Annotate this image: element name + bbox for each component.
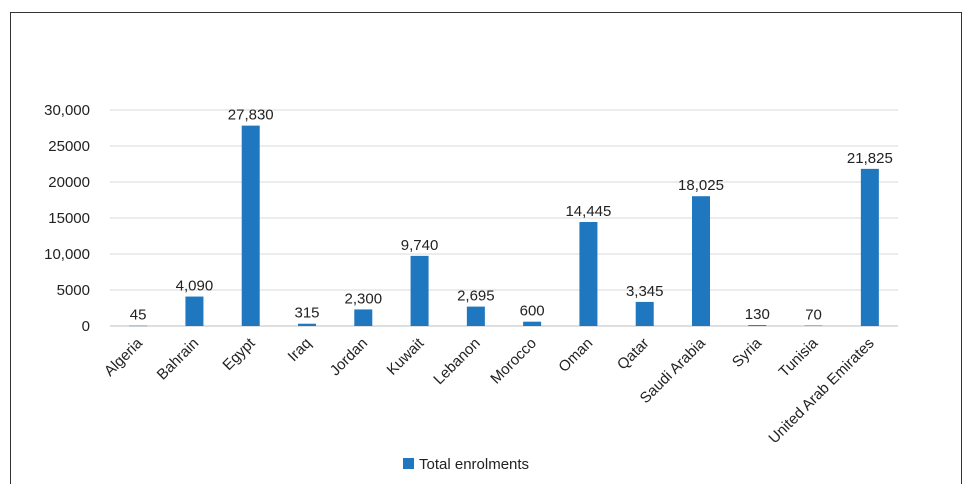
legend-swatch bbox=[403, 458, 414, 469]
data-label: 130 bbox=[745, 306, 770, 323]
y-tick-label: 0 bbox=[82, 318, 90, 335]
y-tick-label: 15000 bbox=[48, 210, 90, 227]
x-tick-label: Tunisia bbox=[776, 334, 822, 380]
bar bbox=[579, 221, 598, 326]
gridlines bbox=[110, 109, 898, 327]
data-label: 3,345 bbox=[626, 283, 664, 300]
data-label: 18,025 bbox=[678, 177, 724, 194]
y-tick-label: 5000 bbox=[57, 282, 90, 299]
bar bbox=[635, 301, 654, 326]
bar bbox=[692, 196, 710, 326]
legend-label: Total enrolments bbox=[419, 456, 529, 473]
data-label: 9,740 bbox=[401, 237, 439, 254]
bar bbox=[523, 321, 542, 326]
bar bbox=[804, 325, 823, 326]
y-tick-label: 10,000 bbox=[44, 246, 90, 263]
data-label: 315 bbox=[294, 305, 319, 322]
x-tick-label: Lebanon bbox=[430, 335, 483, 388]
x-tick-label: Algeria bbox=[101, 334, 147, 380]
data-label: 27,830 bbox=[228, 107, 274, 124]
x-tick-label: Bahrain bbox=[154, 335, 203, 384]
bar bbox=[298, 323, 316, 326]
data-label: 45 bbox=[130, 307, 147, 324]
bars bbox=[129, 125, 879, 327]
y-tick-label: 30,000 bbox=[44, 102, 90, 119]
x-tick-label: Egypt bbox=[219, 334, 259, 374]
x-tick-label: Oman bbox=[555, 335, 596, 376]
chart-frame bbox=[10, 12, 962, 484]
data-label: 21,825 bbox=[847, 150, 893, 167]
bar bbox=[185, 296, 204, 326]
x-tick-label: Kuwait bbox=[384, 334, 428, 378]
bar bbox=[410, 255, 429, 326]
bar bbox=[466, 306, 485, 326]
x-tick-label: Morocco bbox=[487, 335, 540, 388]
data-labels: 45 4,090 27,830 315 2,300 9,740 2,695 600 14,445… bbox=[130, 107, 893, 324]
x-tick-label: Qatar bbox=[614, 335, 653, 374]
bar bbox=[860, 168, 879, 326]
data-label: 70 bbox=[805, 306, 822, 323]
data-label: 600 bbox=[520, 303, 545, 320]
x-tick-label: United Arab Emirates bbox=[765, 335, 877, 447]
x-tick-label: Iraq bbox=[285, 335, 315, 365]
data-label: 2,300 bbox=[345, 290, 383, 307]
x-tick-label: Jordan bbox=[327, 335, 371, 379]
x-tick-label: Syria bbox=[729, 334, 766, 371]
bar bbox=[129, 325, 148, 327]
bar bbox=[241, 125, 260, 327]
bar bbox=[748, 325, 767, 326]
bar bbox=[354, 309, 373, 326]
data-label: 4,090 bbox=[176, 278, 214, 295]
y-axis: 0 5000 10,000 15000 20000 25000 30,000 bbox=[44, 102, 90, 335]
data-label: 14,445 bbox=[565, 203, 611, 220]
x-axis: Algeria Bahrain Egypt Iraq Jordan Kuwait Leban… bbox=[101, 334, 878, 447]
legend: Total enrolments bbox=[403, 456, 529, 473]
y-tick-label: 25000 bbox=[48, 138, 90, 155]
y-tick-label: 20000 bbox=[48, 174, 90, 191]
data-label: 2,695 bbox=[457, 288, 495, 305]
